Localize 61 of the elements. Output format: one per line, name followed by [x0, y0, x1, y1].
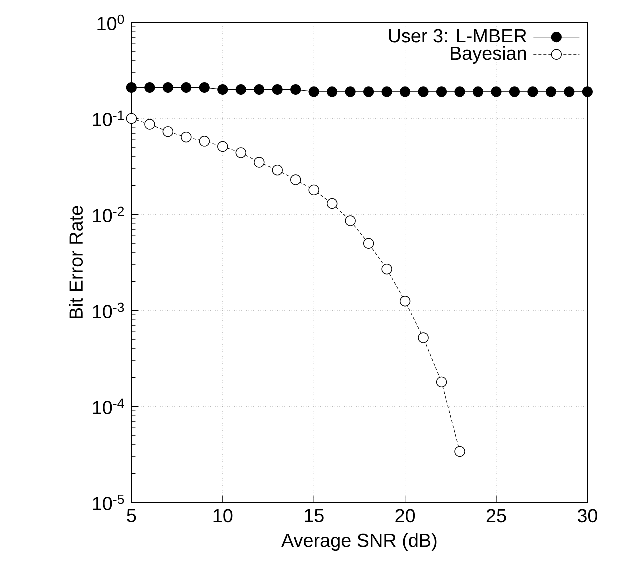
x-tick-label: 10: [214, 509, 233, 523]
y-tick-label: 10$^{0}$: [98, 14, 124, 31]
y-axis-title: Bit Error Rate: [69, 206, 84, 318]
point: [290, 174, 302, 186]
legend-label: User 3: L-MBER: [389, 29, 526, 43]
point: [436, 376, 448, 388]
y-tick-label: 10$^{-2}$: [93, 206, 124, 223]
point: [181, 82, 192, 94]
point: [364, 86, 374, 98]
point: [254, 84, 265, 96]
point: [144, 119, 156, 130]
point: [162, 82, 174, 94]
point: [454, 86, 466, 98]
point: [418, 332, 429, 344]
x-tick-label: 15: [305, 509, 324, 522]
point: [254, 157, 265, 168]
point: [126, 82, 137, 94]
point: [400, 296, 411, 307]
point: [564, 86, 575, 98]
point: [308, 184, 320, 196]
point: [272, 84, 283, 96]
point: [345, 216, 356, 226]
point: [326, 198, 338, 210]
point: [290, 84, 302, 96]
point: [363, 238, 374, 249]
point: [546, 86, 557, 98]
point: [126, 113, 138, 124]
x-tick-label: 25: [486, 509, 506, 523]
point: [327, 86, 338, 98]
point: [582, 86, 594, 98]
x-tick-label: 30: [578, 509, 598, 523]
x-tick-label: 20: [396, 509, 416, 523]
point: [436, 86, 448, 98]
point: [162, 126, 174, 138]
point: [382, 86, 392, 98]
point: [218, 141, 228, 152]
point: [218, 84, 228, 96]
point: [199, 136, 210, 147]
point: [144, 82, 156, 94]
point: [400, 86, 411, 98]
point: [345, 86, 356, 98]
point: [491, 86, 502, 98]
point: [528, 86, 538, 98]
point: [199, 82, 210, 94]
point: [418, 86, 429, 98]
y-tick-label: 10$^{-1}$: [93, 110, 124, 126]
legend-label: Bayesian: [451, 46, 526, 64]
point: [236, 148, 246, 158]
point: [472, 86, 484, 98]
point: [181, 132, 192, 143]
y-tick-label: 10$^{-3}$: [93, 302, 124, 319]
point: [454, 446, 466, 458]
x-axis-title: Average SNR (dB): [282, 533, 437, 552]
x-tick-label: 5: [127, 509, 136, 522]
point: [509, 86, 520, 98]
y-tick-label: 10$^{-5}$: [93, 494, 124, 510]
point: [236, 84, 246, 96]
y-tick-label: 10$^{-4}$: [93, 398, 124, 414]
point: [308, 86, 320, 98]
point: [272, 164, 283, 176]
point: [382, 264, 392, 275]
